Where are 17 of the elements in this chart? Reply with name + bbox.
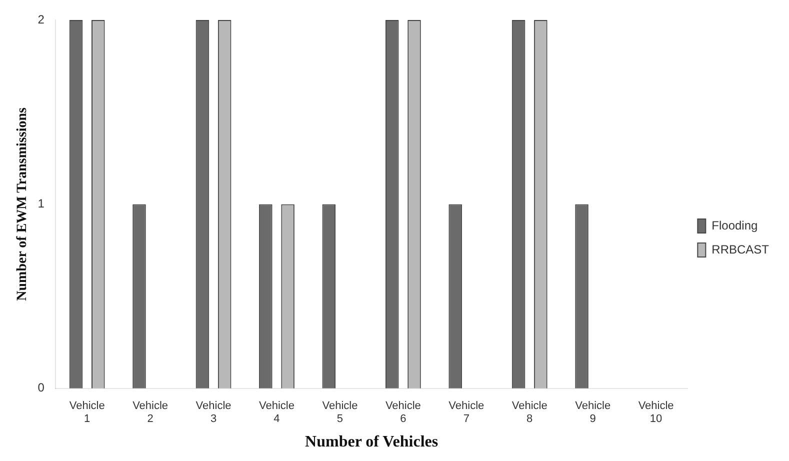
y-tick-label: 1 — [38, 196, 45, 211]
x-tick-label: Vehicle 2 — [132, 400, 168, 426]
x-tick-label: Vehicle 6 — [385, 400, 421, 426]
x-tick-label: Vehicle 5 — [322, 400, 358, 426]
x-tick-label: Vehicle 9 — [575, 400, 611, 426]
x-tick-label: Vehicle 10 — [638, 400, 674, 426]
legend-label: RRBCAST — [712, 242, 770, 256]
x-tick-label: Vehicle 1 — [69, 400, 105, 426]
y-tick-label: 0 — [38, 380, 45, 395]
x-axis-title: Number of Vehicles — [305, 434, 438, 451]
x-tick-label: Vehicle 7 — [448, 400, 484, 426]
x-tick-label: Vehicle 4 — [258, 400, 294, 426]
x-tick-label: Vehicle 8 — [512, 400, 548, 426]
y-tick-label: 2 — [38, 12, 45, 26]
y-axis-title: Number of EWM Transmissions — [15, 107, 30, 301]
legend-label: Flooding — [712, 218, 758, 232]
x-tick-label: Vehicle 3 — [196, 400, 232, 426]
